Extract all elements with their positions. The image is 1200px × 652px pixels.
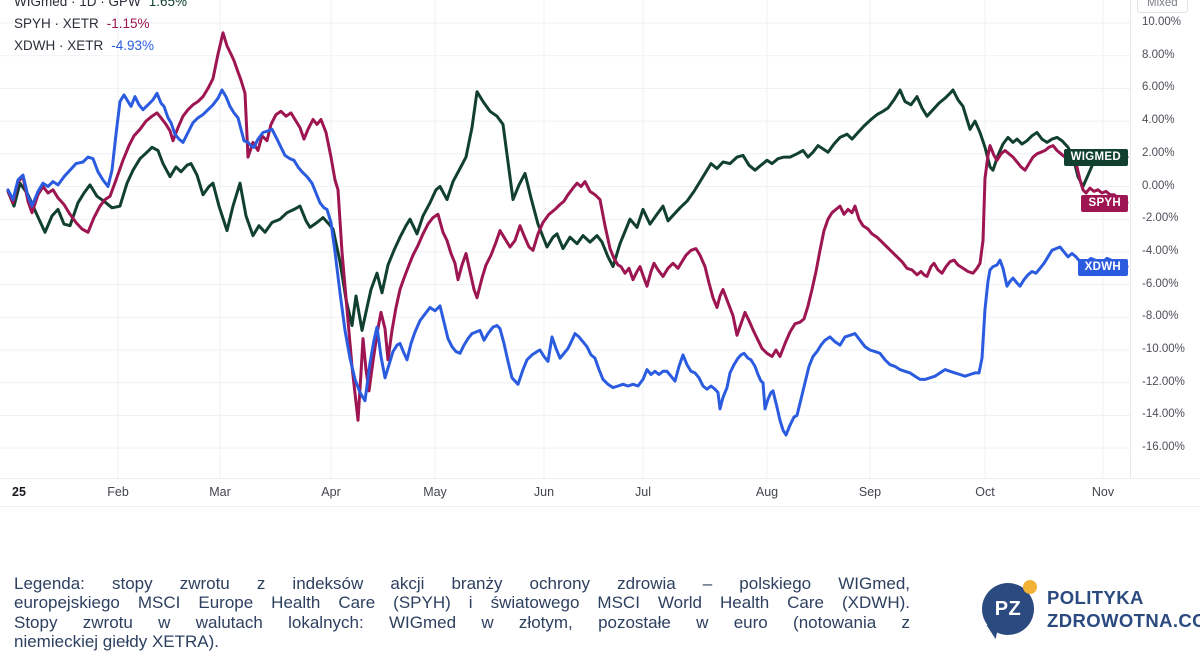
time-tick-jun: Jun (533, 485, 555, 499)
chart-legend: WIGmed · 1D · GPW 1.65% SPYH · XETR -1.15% X… (14, 0, 187, 56)
logo-text: POLITYKA ZDROWOTNA.COM (1047, 586, 1200, 632)
time-tick-nov: Nov (1091, 485, 1115, 499)
caption: Legenda: stopy zwrotu z indeksów akcji b… (14, 574, 910, 652)
series-price-label-wigmed: WIGMED (1063, 149, 1128, 167)
caption-line: Stopy zwrotu w walutach lokalnych: WIGme… (14, 612, 910, 632)
price-tick: -2.00% (1142, 212, 1179, 225)
legend-row-wigmed[interactable]: WIGmed · 1D · GPW 1.65% (14, 0, 187, 12)
logo-bubble-tail-icon (983, 624, 999, 640)
time-tick-25: 25 (12, 485, 26, 499)
caption-line: Legenda: stopy zwrotu z indeksów akcji b… (14, 574, 910, 593)
price-tick: -12.00% (1142, 375, 1185, 388)
chart-plot-area[interactable] (0, 0, 1130, 478)
price-tick: -8.00% (1142, 310, 1179, 323)
time-tick-jul: Jul (635, 485, 651, 499)
legend-symbol-label: XDWH · XETR (14, 37, 104, 53)
legend-change-value: -1.15% (106, 15, 150, 31)
legend-row-xdwh[interactable]: XDWH · XETR -4.93% (14, 34, 187, 56)
price-tick: 0.00% (1142, 179, 1175, 192)
time-tick-oct: Oct (975, 485, 995, 499)
time-tick-feb: Feb (107, 485, 129, 499)
price-tick: -14.00% (1142, 408, 1185, 421)
price-tick: 4.00% (1142, 114, 1175, 127)
legend-symbol-label: WIGmed · 1D · GPW (14, 0, 141, 9)
series-price-label-spyh: SPYH (1081, 195, 1128, 213)
time-tick-may: May (423, 485, 447, 499)
time-tick-sep: Sep (858, 485, 882, 499)
currency-mode-badge[interactable]: Mixed (1137, 0, 1188, 13)
series-line-spyh[interactable] (6, 31, 1129, 422)
legend-row-spyh[interactable]: SPYH · XETR -1.15% (14, 12, 187, 34)
time-axis[interactable]: 25 Feb Mar Apr May Jun Jul Aug Sep Oct Nov (0, 478, 1200, 507)
logo-bubble: PZ (982, 580, 1037, 640)
logo-monogram: PZ (994, 597, 1022, 620)
price-tick: 10.00% (1142, 16, 1182, 28)
series-price-label-xdwh: XDWH (1077, 258, 1128, 276)
legend-symbol-label: SPYH · XETR (14, 15, 99, 31)
price-tick: 6.00% (1142, 81, 1175, 94)
time-tick-apr: Apr (321, 485, 341, 499)
chart-canvas[interactable] (0, 0, 1130, 478)
legend-change-value: 1.65% (148, 0, 188, 9)
price-tick: -4.00% (1142, 244, 1179, 257)
logo-dot-icon (1023, 580, 1037, 594)
time-tick-mar: Mar (209, 485, 231, 499)
price-tick: 8.00% (1142, 48, 1175, 61)
series-line-xdwh[interactable] (6, 88, 1129, 437)
polityka-zdrowotna-logo: PZ POLITYKA ZDROWOTNA.COM (982, 580, 1200, 640)
logo-line2: ZDROWOTNA.COM (1047, 610, 1200, 631)
legend-change-value: -4.93% (111, 37, 155, 53)
price-tick: -16.00% (1142, 441, 1185, 454)
price-tick: -6.00% (1142, 277, 1179, 290)
price-axis[interactable]: Mixed 10.00% 8.00% 6.00% 4.00% 2.00% 0.00% -2.… (1130, 0, 1200, 505)
time-tick-aug: Aug (755, 485, 779, 499)
caption-line: niemieckiej giełdy XETRA). (14, 632, 220, 652)
price-tick: -10.00% (1142, 343, 1185, 355)
series-line-wigmed[interactable] (6, 88, 1129, 332)
price-tick: 2.00% (1142, 146, 1175, 159)
caption-line: europejskiego MSCI Europe Health Care (S… (14, 593, 910, 613)
logo-line1: POLITYKA (1047, 587, 1144, 608)
